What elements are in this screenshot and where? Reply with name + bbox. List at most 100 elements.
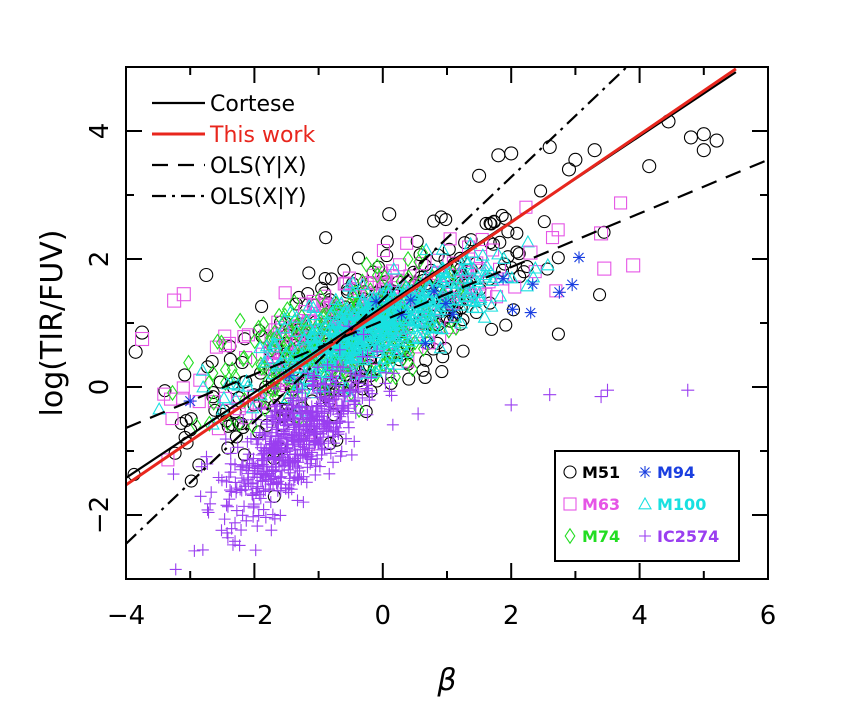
data-point	[224, 484, 237, 497]
data-point	[284, 466, 297, 479]
data-point	[361, 408, 374, 421]
data-point	[283, 323, 295, 340]
data-point	[167, 468, 180, 481]
data-point	[225, 522, 238, 535]
x-tick-label: 4	[631, 601, 648, 631]
data-point	[318, 272, 332, 286]
data-point	[231, 441, 244, 454]
data-point	[342, 421, 355, 434]
data-point	[683, 130, 699, 145]
galaxy-legend-entry: IC2574	[639, 527, 719, 546]
data-point	[456, 344, 470, 358]
data-point	[526, 278, 539, 291]
data-point	[107, 438, 119, 450]
data-point	[302, 266, 316, 280]
data-point	[344, 367, 357, 380]
data-point	[429, 320, 444, 334]
data-point	[280, 419, 293, 432]
data-point	[253, 426, 266, 439]
data-point	[355, 297, 370, 310]
data-point	[310, 422, 323, 435]
data-point	[382, 311, 397, 325]
data-point	[299, 313, 314, 327]
data-point	[323, 467, 336, 480]
data-point	[342, 402, 355, 415]
data-point	[410, 234, 424, 248]
data-point	[205, 354, 219, 369]
data-point	[222, 336, 236, 350]
data-point	[406, 319, 421, 333]
data-point	[343, 384, 356, 397]
data-point	[208, 394, 220, 411]
data-point	[324, 272, 339, 286]
data-point	[280, 405, 293, 418]
data-point	[207, 364, 219, 382]
data-point	[221, 441, 235, 455]
data-point	[407, 360, 418, 378]
data-point	[225, 485, 238, 498]
data-point	[379, 366, 392, 379]
data-point	[292, 473, 305, 486]
data-point	[326, 322, 341, 335]
data-point	[257, 468, 270, 481]
data-point	[213, 375, 227, 389]
data-point	[229, 368, 241, 385]
data-point	[437, 275, 452, 288]
data-point	[320, 419, 333, 432]
data-point	[332, 299, 344, 317]
data-point	[537, 215, 551, 229]
data-point	[333, 414, 346, 427]
data-point	[296, 381, 311, 394]
data-point	[297, 432, 310, 445]
data-point	[200, 450, 213, 463]
data-point	[508, 280, 522, 294]
data-point	[224, 457, 237, 470]
data-point	[411, 313, 425, 326]
data-point	[270, 327, 285, 341]
data-point	[274, 509, 287, 522]
data-point	[257, 447, 270, 460]
data-point	[345, 448, 358, 461]
data-point	[277, 427, 290, 440]
data-point	[696, 143, 711, 158]
data-point	[289, 460, 302, 473]
data-point	[274, 484, 287, 497]
data-point	[239, 373, 254, 387]
data-point	[315, 405, 328, 418]
data-point	[362, 384, 375, 397]
data-point	[399, 303, 414, 316]
data-point	[439, 212, 453, 227]
data-point	[371, 267, 383, 284]
data-point	[433, 340, 448, 354]
data-point	[314, 391, 327, 404]
data-point	[568, 152, 583, 167]
data-point	[204, 497, 217, 510]
data-point	[274, 407, 287, 420]
data-point	[360, 301, 375, 315]
data-point	[355, 277, 370, 291]
galaxy-legend-label: IC2574	[657, 527, 719, 546]
data-point	[520, 278, 534, 292]
data-point	[260, 351, 275, 365]
data-point	[308, 420, 321, 433]
data-point	[402, 250, 414, 268]
data-point	[429, 295, 444, 308]
data-point	[267, 472, 280, 485]
data-point	[362, 300, 377, 313]
data-point	[460, 256, 475, 270]
data-point	[168, 446, 182, 460]
data-point	[219, 361, 231, 379]
data-point	[235, 355, 249, 370]
fit-line-solid	[126, 67, 737, 487]
scatter-points	[107, 114, 724, 576]
data-point	[258, 428, 271, 441]
data-point	[176, 381, 190, 395]
data-point	[528, 261, 543, 274]
data-point	[324, 447, 337, 460]
data-point	[493, 235, 507, 249]
data-point	[371, 345, 384, 358]
data-point	[283, 339, 298, 353]
triangle-marker-icon	[638, 496, 652, 510]
data-point	[415, 294, 430, 308]
data-point	[226, 361, 238, 378]
